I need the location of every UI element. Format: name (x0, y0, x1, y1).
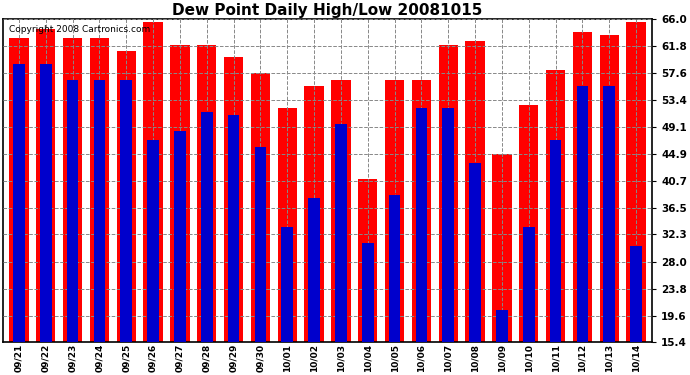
Bar (201, 112, 213, 375)
Text: Copyright 2008 Cartronics.com: Copyright 2008 Cartronics.com (9, 26, 150, 34)
Bar (519, 105, 538, 375)
Bar (469, 163, 481, 375)
Bar (40, 64, 52, 375)
Bar (174, 131, 186, 375)
Bar (63, 38, 82, 375)
Bar (36, 28, 55, 375)
Title: Dew Point Daily High/Low 20081015: Dew Point Daily High/Low 20081015 (172, 3, 483, 18)
Bar (439, 45, 458, 375)
Bar (250, 73, 270, 375)
Bar (627, 22, 646, 375)
Bar (604, 86, 615, 375)
Bar (308, 198, 320, 375)
Bar (282, 227, 293, 375)
Bar (147, 140, 159, 375)
Bar (546, 70, 565, 375)
Bar (90, 38, 109, 375)
Bar (144, 22, 163, 375)
Bar (277, 108, 297, 375)
Bar (170, 45, 190, 375)
Bar (415, 108, 427, 375)
Bar (577, 86, 588, 375)
Bar (117, 51, 136, 375)
Bar (331, 80, 351, 375)
Bar (412, 80, 431, 375)
Bar (13, 64, 25, 375)
Bar (550, 140, 562, 375)
Bar (466, 41, 485, 375)
Bar (67, 80, 79, 375)
Bar (94, 80, 105, 375)
Bar (255, 147, 266, 375)
Bar (442, 108, 454, 375)
Bar (600, 35, 619, 375)
Bar (224, 57, 243, 375)
Bar (197, 45, 217, 375)
Bar (121, 80, 132, 375)
Bar (362, 243, 373, 375)
Bar (496, 310, 508, 375)
Bar (9, 38, 28, 375)
Bar (573, 32, 592, 375)
Bar (492, 154, 511, 375)
Bar (358, 179, 377, 375)
Bar (335, 124, 346, 375)
Bar (630, 246, 642, 375)
Bar (388, 195, 400, 375)
Bar (523, 227, 535, 375)
Bar (228, 115, 239, 375)
Bar (385, 80, 404, 375)
Bar (304, 86, 324, 375)
